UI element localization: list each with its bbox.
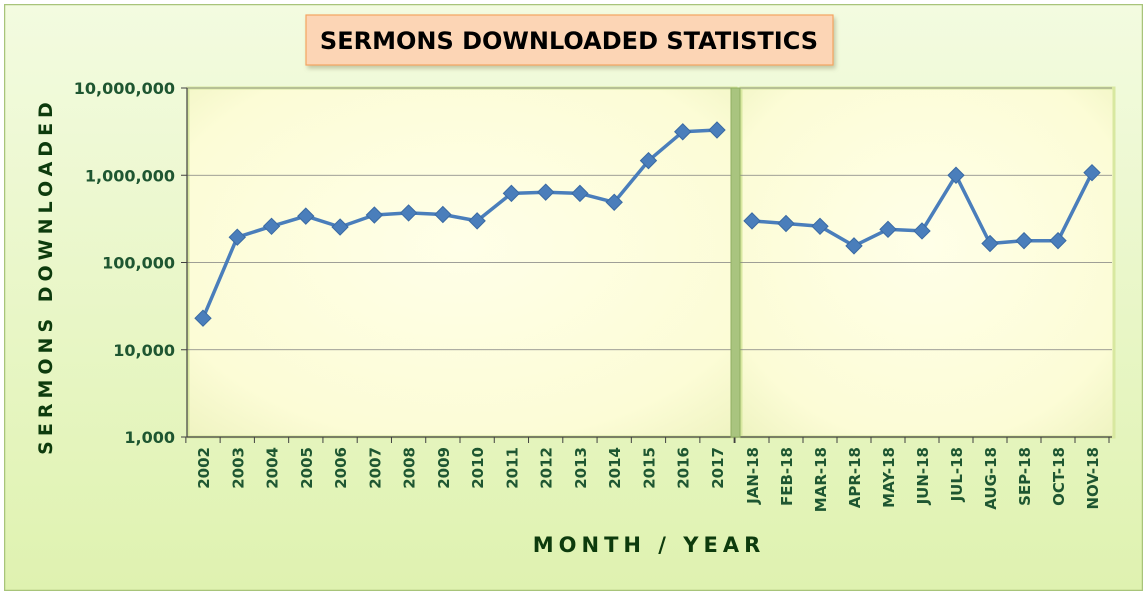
x-tick-label: 2006 <box>332 447 350 489</box>
x-tick-label: APR-18 <box>846 447 864 508</box>
gridlines <box>187 87 1112 351</box>
data-point <box>913 222 931 240</box>
data-point <box>1015 231 1033 250</box>
data-point <box>708 121 726 139</box>
data-point <box>228 228 246 246</box>
data-point <box>639 151 658 170</box>
x-tick-label: 2007 <box>366 447 384 489</box>
x-tick-label: AUG-18 <box>982 447 1000 510</box>
x-tick-label: FEB-18 <box>778 447 796 506</box>
chart-svg: 1,000 10,000 100,000 1,000,000 10,000,000 20… <box>3 3 1144 592</box>
data-series <box>194 121 1101 327</box>
y-tick-labels: 1,000 10,000 100,000 1,000,000 10,000,000 <box>74 79 175 447</box>
data-point <box>981 234 999 253</box>
x-tick-label: 2002 <box>195 447 213 489</box>
x-tick-labels: 2002 2003 2004 2005 2006 2007 2008 2009 2010 2011… <box>195 447 1102 512</box>
data-point <box>777 214 795 233</box>
y-axis-title: SERMONS DOWNLOADED <box>35 97 57 455</box>
y-tick-label: 1,000,000 <box>85 166 175 185</box>
axes <box>181 87 1112 443</box>
data-point <box>536 183 555 201</box>
data-point <box>399 204 418 222</box>
data-point <box>674 123 692 141</box>
x-tick-label: NOV-18 <box>1084 447 1102 510</box>
x-tick-label: SEP-18 <box>1016 447 1034 506</box>
x-tick-label: MAY-18 <box>880 447 898 508</box>
x-tick-label: OCT-18 <box>1050 447 1068 506</box>
data-point <box>811 217 829 236</box>
x-tick-label: 2009 <box>435 447 453 489</box>
x-tick-label: 2011 <box>503 447 521 489</box>
data-point <box>879 220 897 239</box>
x-tick-label: 2012 <box>538 447 556 489</box>
panel-divider <box>730 87 741 438</box>
data-point <box>1083 163 1101 182</box>
y-tick-label: 10,000 <box>113 341 175 360</box>
x-tick-label: MAR-18 <box>812 447 830 512</box>
data-point <box>571 184 589 203</box>
data-point <box>194 309 212 327</box>
x-tick-label: 2014 <box>606 447 624 489</box>
x-tick-label: 2010 <box>469 447 487 489</box>
x-tick-label: 2004 <box>264 447 282 489</box>
data-point <box>605 193 623 211</box>
x-tick-label: 2013 <box>572 447 590 489</box>
x-tick-label: 2003 <box>229 447 247 489</box>
y-tick-label: 10,000,000 <box>74 79 175 98</box>
data-point <box>297 207 315 225</box>
chart-title: SERMONS DOWNLOADED STATISTICS <box>320 27 818 55</box>
data-point <box>365 206 384 224</box>
x-tick-label: 2017 <box>709 447 727 489</box>
data-point <box>502 184 521 203</box>
data-point <box>331 218 349 236</box>
data-point <box>434 205 452 224</box>
chart-container: 1,000 10,000 100,000 1,000,000 10,000,000 20… <box>3 3 1144 592</box>
x-tick-label: 2008 <box>401 447 419 489</box>
data-point <box>1049 231 1067 250</box>
x-tick-label: JAN-18 <box>744 447 762 505</box>
x-tick-label: 2016 <box>675 447 693 489</box>
data-point <box>845 237 863 255</box>
x-tick-label: JUL-18 <box>948 447 966 502</box>
data-point <box>468 212 486 230</box>
x-axis-title: MONTH / YEAR <box>533 533 766 557</box>
x-tick-label: 2015 <box>640 447 658 489</box>
data-point <box>743 212 761 230</box>
series-line-panel-1 <box>201 128 718 319</box>
x-tick-label: JUN-18 <box>914 447 932 505</box>
data-point <box>947 166 965 184</box>
data-point <box>262 217 281 236</box>
y-tick-label: 100,000 <box>102 254 175 273</box>
x-tick-label: 2005 <box>298 447 316 489</box>
y-tick-label: 1,000 <box>124 428 175 447</box>
chart-title-box: SERMONS DOWNLOADED STATISTICS <box>305 14 834 66</box>
